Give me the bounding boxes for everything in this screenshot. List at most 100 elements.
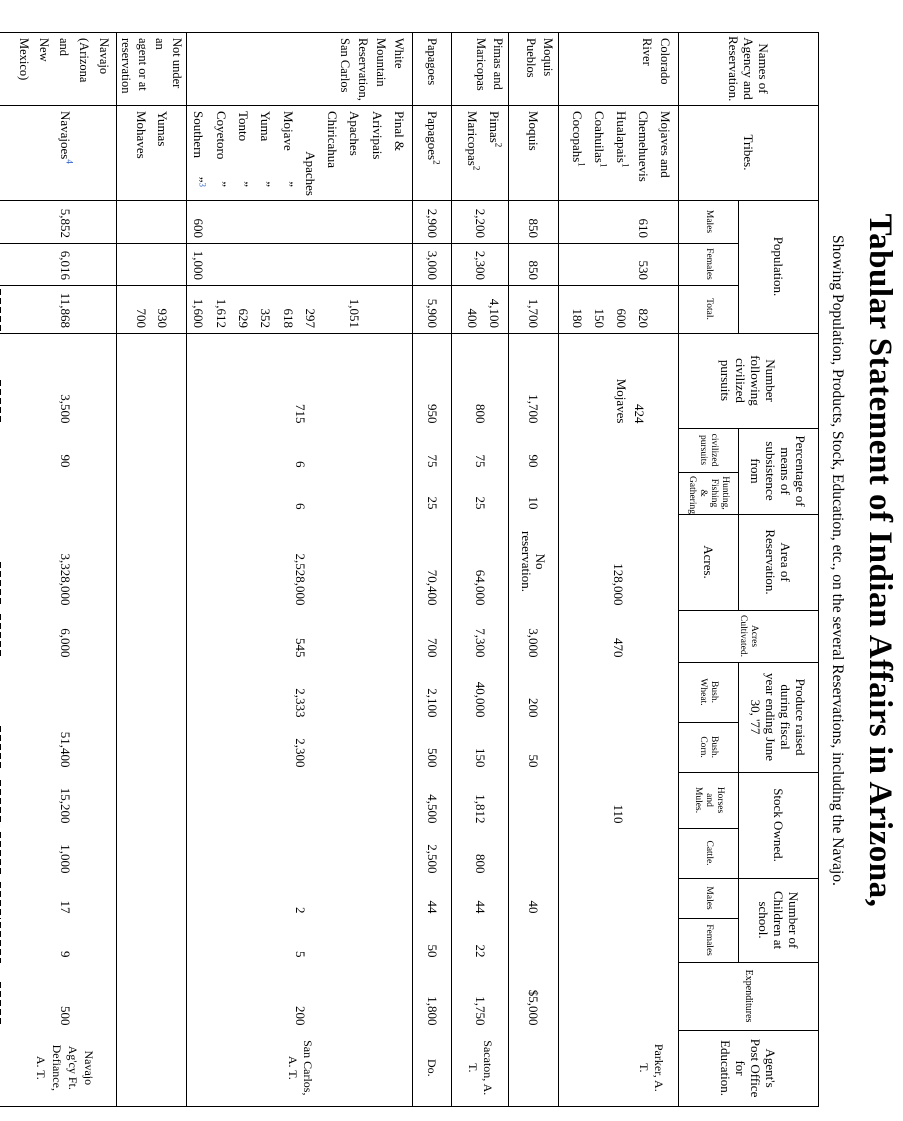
- cell-pimas-horses: 1,812: [451, 772, 509, 829]
- cell-line: [388, 289, 410, 328]
- cell-line: 352: [258, 308, 274, 329]
- cell-line: Maricopas: [474, 38, 488, 91]
- cell-moquis-agency: Moquis Pueblos: [508, 32, 559, 106]
- cell-whitemtn-post: San Carlos, A. T.: [186, 1030, 413, 1107]
- col-header-number-following: Number following civilized pursuits: [678, 333, 819, 429]
- table-row-pimas: Pimas and Maricopas Pimas2 Maricopas2 2,200 2…: [451, 32, 509, 1107]
- cell-moquis-males: 850: [508, 200, 559, 244]
- cell-navajo-corn: 51,400: [14, 722, 117, 773]
- footnote-marker-1: 1: [576, 162, 587, 167]
- cell-whitemtn-corn: 2,300: [186, 722, 413, 773]
- cell-notunder-civ: [116, 428, 187, 473]
- col-header-cattle: Cattle.: [678, 828, 739, 879]
- cell-line: reservation: [119, 38, 134, 94]
- indian-affairs-table: Names of Agency and Reservation. Tribes.…: [0, 32, 819, 1108]
- cell-line: Colorado: [658, 38, 672, 85]
- footnote-marker-1: 1: [598, 163, 609, 168]
- cell-pimas-wheat: 40,000: [451, 662, 509, 723]
- cell-whitemtn-total: 1,051 297 618 352 629 1,612 1,600: [186, 285, 413, 334]
- cell-notunder-schf: [116, 918, 187, 963]
- cell-navajo-females: 6,016: [14, 243, 117, 286]
- cell-notunder-num: [116, 333, 187, 429]
- tribe-name: Southern: [191, 111, 207, 158]
- cell-notunder-hunt: [116, 472, 187, 515]
- cell-line: [321, 204, 343, 238]
- footnote-link-4[interactable]: 4: [64, 159, 75, 164]
- col-header-area-of-reservation: Area of Reservation.: [738, 514, 819, 611]
- cell-pimas-area: 64,000: [451, 514, 509, 611]
- cell-whitemtn-num: 715: [186, 333, 413, 429]
- tribe-name: Tonto: [235, 111, 251, 142]
- cell-line: Parker, A.: [652, 1043, 666, 1092]
- cell-papagoes-females: 3,000: [412, 243, 452, 286]
- cell-pimas-corn: 150: [451, 722, 509, 773]
- cell-line: San Carlos,: [300, 1040, 315, 1096]
- cell-navajo-horses: 15,200: [14, 772, 117, 829]
- cell-line: Mountain: [374, 38, 388, 87]
- cell-line: Reservation,: [356, 38, 370, 101]
- cell-colorado-horses: 110: [558, 772, 679, 829]
- cell-line: 629: [235, 308, 251, 329]
- cell-line: Mohaves: [133, 111, 149, 159]
- cell-moquis-num: 1,700: [508, 333, 559, 429]
- sum-dash-line: [0, 881, 2, 919]
- cell-line: [343, 204, 365, 238]
- cell-pimas-post: Sacaton, A. T.: [451, 1030, 509, 1107]
- cell-line: [254, 247, 276, 280]
- sum-dash-line: [0, 379, 2, 422]
- footnote-link-3[interactable]: 3: [197, 182, 208, 188]
- col-header-school-females: Females: [678, 918, 739, 963]
- cell-line: 930: [154, 308, 170, 329]
- cell-line: [299, 247, 321, 280]
- cell-pimas-tribes: Pimas2 Maricopas2: [451, 105, 509, 201]
- cell-line: Papagoes: [425, 38, 440, 86]
- cell-pimas-cattle: 800: [451, 828, 509, 879]
- footnote-marker-2: 2: [431, 160, 442, 165]
- cell-moquis-total: 1,700: [508, 285, 559, 334]
- document-subtitle: Showing Population, Products, Stock, Edu…: [829, 235, 846, 886]
- cell-line: (Arizona and: [57, 38, 92, 83]
- cell-navajo-exp: 500: [14, 962, 117, 1031]
- col-header-bush-corn: Bush. Corn.: [678, 722, 739, 773]
- cell-colorado-schm: [558, 878, 679, 919]
- cell-papagoes-num: 950: [412, 333, 452, 429]
- cell-line: 4,100: [487, 298, 502, 328]
- cell-line: [388, 204, 410, 238]
- cell-line: San Carlos: [338, 38, 352, 93]
- dash-cell-num: [0, 334, 14, 429]
- cell-moquis-hunt: 10: [508, 472, 559, 515]
- cell-line: 700: [133, 308, 149, 329]
- ditto-mark: ”3: [191, 176, 208, 188]
- cell-line: [232, 247, 254, 280]
- cell-papagoes-tribes: Papagoes2: [412, 105, 452, 201]
- cell-notunder-post: [116, 1030, 187, 1107]
- cell-colorado-tribes: Mojaves and Chemehuevis Hualapais1 Coahuila…: [558, 105, 679, 201]
- cell-line: Mojave ”: [276, 111, 298, 196]
- cell-line: Navajo: [97, 38, 112, 75]
- sum-dash-line: [0, 921, 2, 963]
- cell-line: [232, 204, 254, 238]
- cell-line: [276, 204, 298, 238]
- cell-papagoes-males: 2,900: [412, 200, 452, 244]
- col-header-population: Population.: [738, 200, 819, 334]
- cell-navajo-total: 11,868: [14, 285, 117, 334]
- cell-pimas-schm: 44: [451, 878, 509, 919]
- cell-moquis-wheat: 200: [508, 662, 559, 723]
- cell-line: [321, 247, 343, 280]
- sum-dash-line: [0, 561, 2, 604]
- cell-line: No: [533, 553, 549, 570]
- cell-line: New Mexico): [17, 38, 52, 81]
- cell-line: [276, 247, 298, 280]
- cell-moquis-cattle: [508, 828, 559, 879]
- cell-papagoes-agency: Papagoes: [412, 32, 452, 106]
- cell-colorado-cult: 470: [558, 610, 679, 663]
- cell-line: 820: [636, 308, 651, 329]
- cell-colorado-males: 610: [558, 200, 679, 244]
- sum-dash-line: [0, 831, 2, 874]
- table-row-notunder: Not under an agent or at reservation Yumas M…: [116, 32, 187, 1107]
- cell-line: Coyetoro ”: [209, 111, 231, 196]
- cell-line: Chiricahua: [325, 111, 341, 169]
- col-header-pop-males: Males: [678, 200, 739, 244]
- col-header-bush-wheat: Bush. Wheat.: [678, 662, 739, 723]
- cell-whitemtn-horses: [186, 772, 413, 829]
